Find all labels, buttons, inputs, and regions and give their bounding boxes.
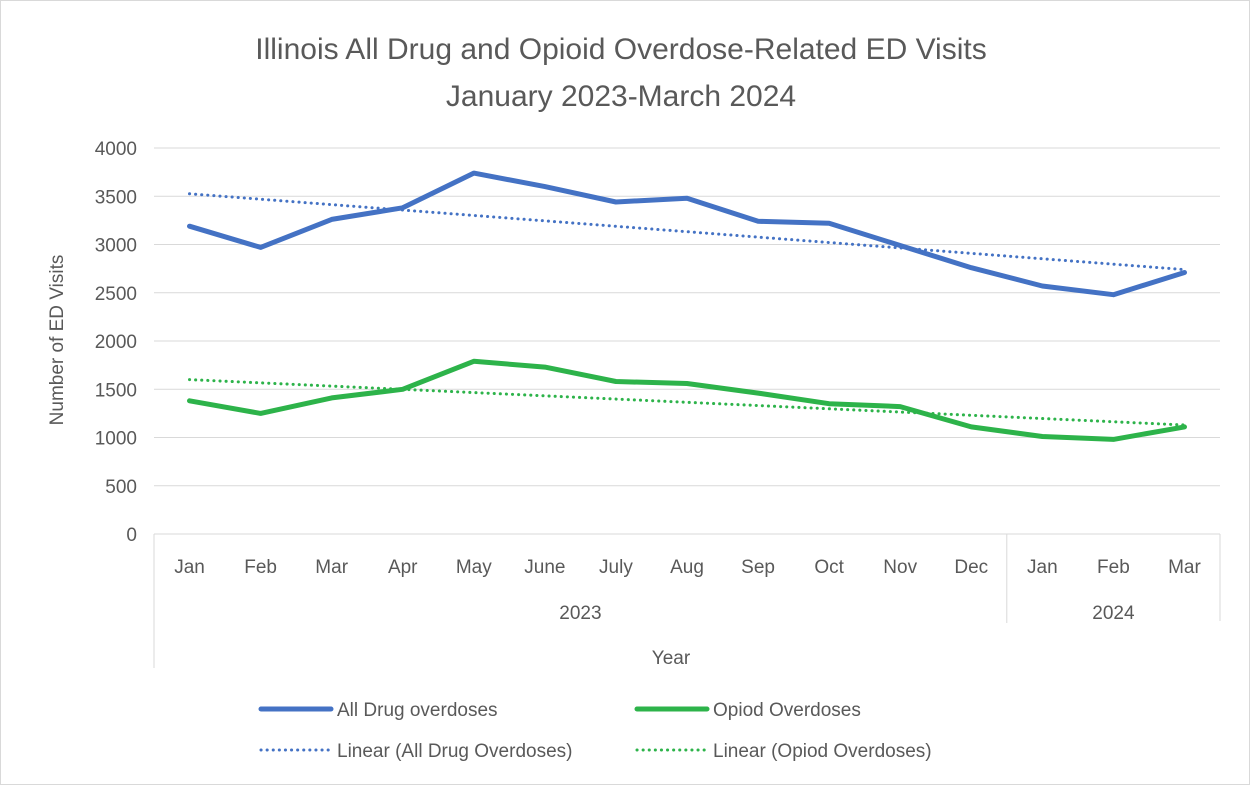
x-tick-label: Aug <box>670 557 704 578</box>
x-tick-label: June <box>524 557 565 578</box>
x-tick-label: Nov <box>883 557 917 578</box>
x-tick-label: Mar <box>1168 557 1201 578</box>
x-group-label: 2023 <box>559 603 601 624</box>
legend-label: Linear (Opiod Overdoses) <box>713 741 932 762</box>
x-tick-label: Apr <box>388 557 418 578</box>
x-tick-label: July <box>599 557 633 578</box>
series-line <box>187 170 1187 298</box>
x-tick-label: Dec <box>954 557 988 578</box>
y-tick-label: 500 <box>105 477 137 498</box>
y-tick-label: 2500 <box>95 284 137 305</box>
y-tick-label: 1500 <box>95 380 137 401</box>
y-tick-label: 3500 <box>95 187 137 208</box>
trendline <box>188 378 1186 427</box>
x-tick-label: Jan <box>174 557 205 578</box>
y-tick-label: 2000 <box>95 332 137 353</box>
y-axis-title: Number of ED Visits <box>47 255 68 426</box>
series-line <box>187 358 1187 442</box>
chart-subtitle: January 2023-March 2024 <box>446 80 796 113</box>
x-tick-label: Mar <box>315 557 348 578</box>
series-lines <box>187 170 1187 442</box>
trendline <box>188 192 1186 272</box>
x-tick-label: Feb <box>244 557 277 578</box>
x-group-label: 2024 <box>1092 603 1135 624</box>
y-tick-label: 3000 <box>95 236 137 257</box>
x-tick-label: Jan <box>1027 557 1058 578</box>
legend-label: All Drug overdoses <box>337 700 498 721</box>
y-axis-ticks: 0 500 1000 1500 2000 2500 3000 3500 4000 <box>95 139 137 546</box>
x-tick-label: May <box>456 557 492 578</box>
y-tick-label: 1000 <box>95 429 137 450</box>
legend-label: Linear (All Drug Overdoses) <box>337 741 572 762</box>
y-tick-label: 4000 <box>95 139 137 160</box>
legend: All Drug overdoses Opiod Overdoses Linear … <box>258 700 932 762</box>
x-tick-label: Feb <box>1097 557 1130 578</box>
x-tick-label: Sep <box>741 557 775 578</box>
chart-title: Illinois All Drug and Opioid Overdose-Re… <box>255 33 986 66</box>
x-tick-label: Oct <box>814 557 844 578</box>
gridlines <box>154 147 1220 487</box>
y-tick-label: 0 <box>126 525 137 546</box>
legend-label: Opiod Overdoses <box>713 700 861 721</box>
x-axis: Jan Feb Mar Apr May June July Aug Sep Oct Nov Dec Ja… <box>153 533 1221 668</box>
x-axis-title: Year <box>652 648 691 669</box>
